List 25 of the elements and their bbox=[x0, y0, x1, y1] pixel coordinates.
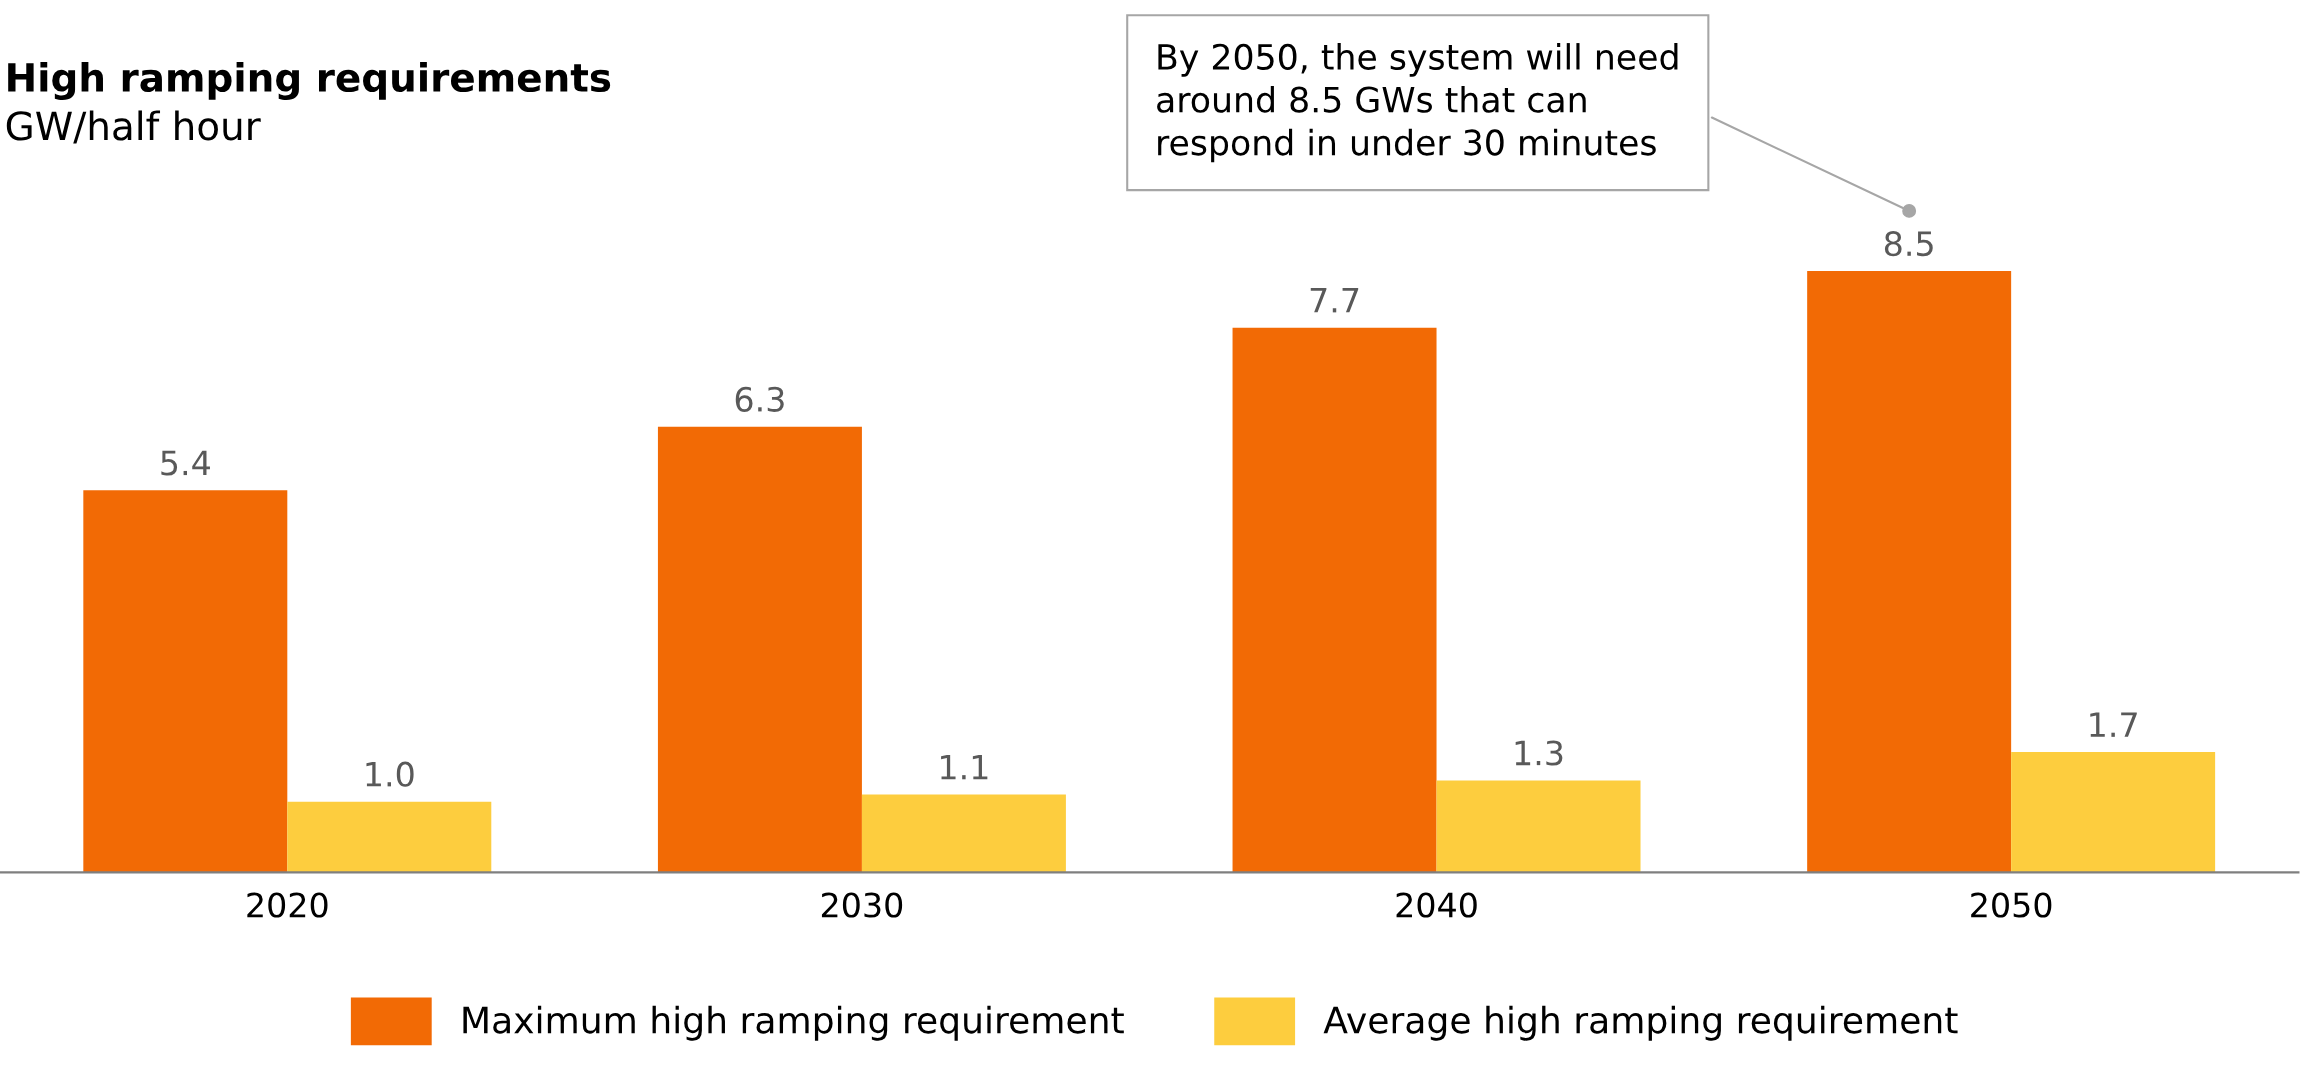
x-tick-label: 2050 bbox=[1971, 892, 2052, 918]
x-tick-label: 2020 bbox=[247, 892, 328, 918]
data-label: 6.3 bbox=[735, 386, 784, 412]
data-label: 1.7 bbox=[2090, 712, 2137, 737]
bar bbox=[1436, 780, 1641, 873]
bar bbox=[657, 426, 862, 873]
bar bbox=[2011, 752, 2216, 873]
data-label: 5.4 bbox=[161, 450, 210, 476]
bar bbox=[861, 794, 1066, 873]
bar bbox=[1232, 327, 1437, 873]
data-label: 1.3 bbox=[1515, 740, 1563, 766]
bar bbox=[1807, 271, 2012, 873]
bar bbox=[287, 801, 492, 873]
chart-subtitle: GW/half hour bbox=[6, 110, 261, 144]
legend-label: Average high ramping requirement bbox=[1323, 1005, 1958, 1041]
data-label: 1.1 bbox=[941, 754, 988, 780]
x-tick-label: 2040 bbox=[1396, 892, 1477, 918]
data-label: 1.0 bbox=[366, 761, 414, 787]
x-tick-label: 2030 bbox=[821, 892, 903, 918]
chart-title: High ramping requirements bbox=[8, 62, 611, 100]
legend-label: Maximum high ramping requirement bbox=[463, 1005, 1124, 1041]
bar bbox=[83, 490, 288, 873]
data-label: 7.7 bbox=[1310, 288, 1359, 313]
data-label: 8.5 bbox=[1884, 231, 1933, 257]
text: By 2050, the system will need around 8.5 GWs that can respond in under 30 minutes bbox=[1157, 43, 1678, 163]
